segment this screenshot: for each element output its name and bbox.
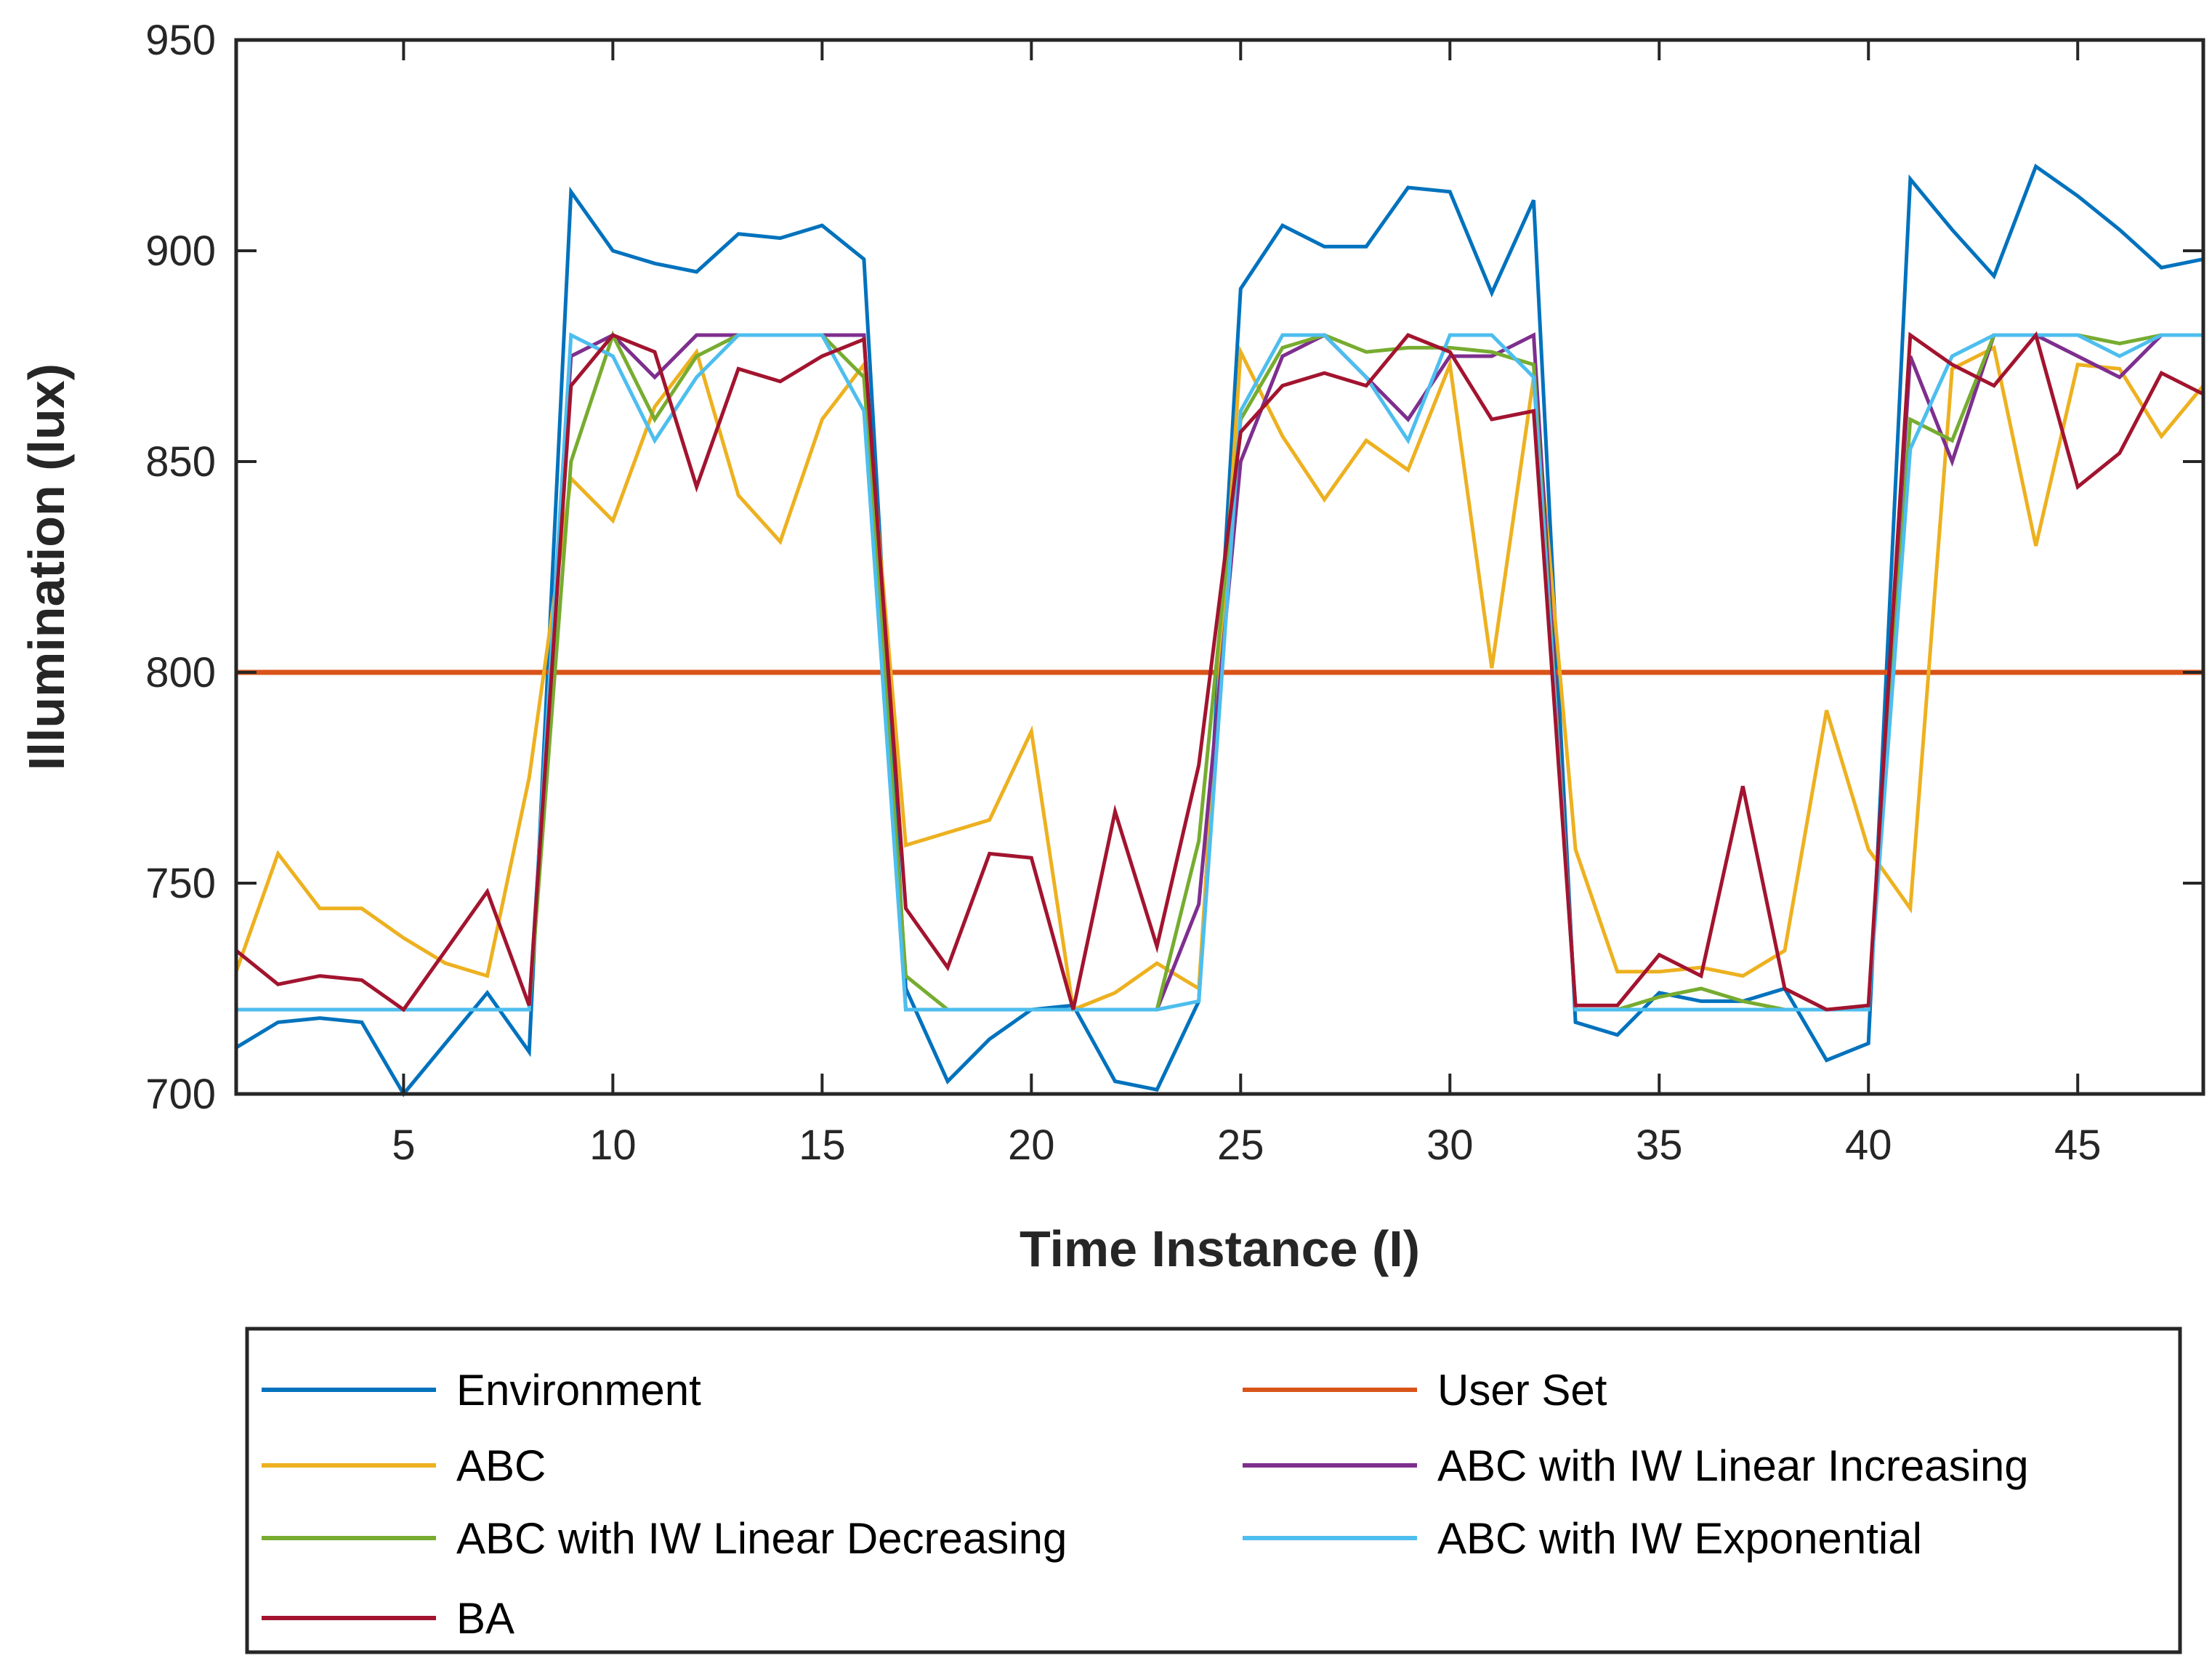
y-tick-label: 850 bbox=[145, 438, 216, 486]
y-tick-label: 800 bbox=[145, 649, 216, 696]
x-tick-label: 45 bbox=[2054, 1122, 2102, 1169]
x-tick-label: 10 bbox=[589, 1122, 637, 1169]
plot-area-border bbox=[234, 38, 2205, 1096]
series-layer bbox=[234, 164, 2205, 1098]
x-tick-label: 15 bbox=[799, 1122, 846, 1169]
axis-ticks: 5 10 15 20 25 30 35 40 45 700 750 800 850 900 950 bbox=[145, 17, 2203, 1169]
x-tick-label: 30 bbox=[1426, 1122, 1474, 1169]
y-axis-label: Illumination (lux) bbox=[18, 363, 75, 770]
legend-label-ba: BA bbox=[456, 1594, 514, 1643]
x-tick-label: 5 bbox=[392, 1122, 415, 1169]
y-tick-label: 700 bbox=[145, 1071, 216, 1118]
y-tick-label: 950 bbox=[145, 17, 216, 64]
x-tick-label: 40 bbox=[1845, 1122, 1892, 1169]
legend-label-abc-with-iw-exponential: ABC with IW Exponential bbox=[1437, 1514, 1922, 1563]
legend-label-user-set: User Set bbox=[1437, 1366, 1607, 1415]
series-line-ba bbox=[235, 331, 2205, 1013]
legend-box bbox=[245, 1327, 2182, 1654]
legend-label-abc: ABC bbox=[456, 1441, 546, 1490]
x-tick-label: 20 bbox=[1008, 1122, 1055, 1169]
legend: Environment User Set ABC ABC with IW Linear… bbox=[245, 1327, 2182, 1654]
x-tick-label: 35 bbox=[1636, 1122, 1683, 1169]
x-axis-label: Time Instance (I) bbox=[1020, 1220, 1420, 1277]
legend-label-abc-with-iw-linear-decreasing: ABC with IW Linear Decreasing bbox=[456, 1514, 1067, 1563]
legend-label-environment: Environment bbox=[456, 1366, 701, 1415]
x-tick-label: 25 bbox=[1217, 1122, 1264, 1169]
y-tick-label: 750 bbox=[145, 860, 216, 907]
y-tick-label: 900 bbox=[145, 228, 216, 275]
legend-label-abc-with-iw-linear-increasing: ABC with IW Linear Increasing bbox=[1437, 1441, 2029, 1490]
